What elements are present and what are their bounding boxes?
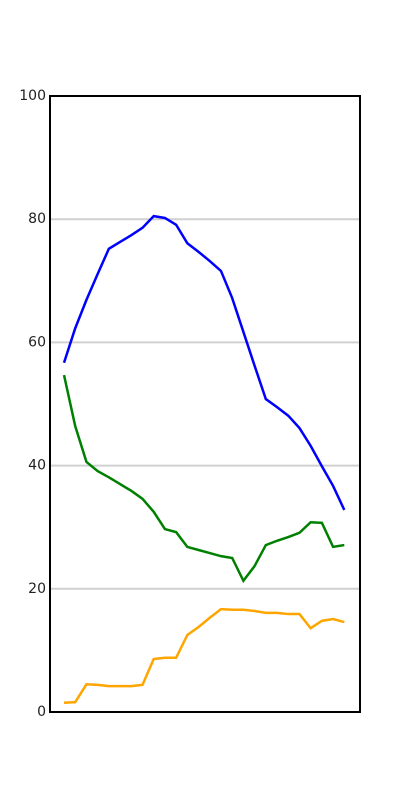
y-tick-label: 80 xyxy=(28,211,46,227)
y-tick-label: 40 xyxy=(28,458,46,474)
y-tick-label: 60 xyxy=(28,334,46,350)
line-series xyxy=(63,607,345,705)
line-series xyxy=(62,214,346,511)
y-tick-label: 100 xyxy=(19,88,46,104)
plot-frame xyxy=(49,95,361,713)
y-tick-label: 20 xyxy=(28,581,46,597)
line-series xyxy=(62,374,345,584)
y-tick-label: 0 xyxy=(37,704,46,720)
lines xyxy=(62,214,346,705)
grid xyxy=(50,95,360,713)
labels: 0 20 40 60 80 100 xyxy=(19,88,46,720)
